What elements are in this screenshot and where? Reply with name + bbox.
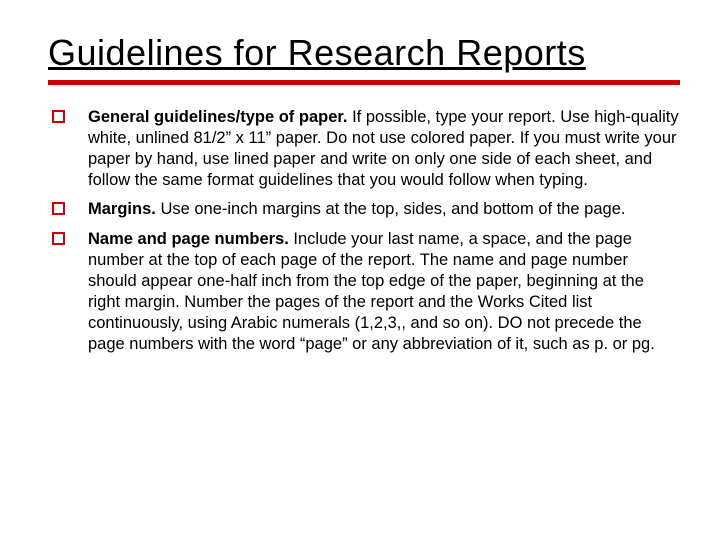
bullet-body: Include your last name, a space, and the… <box>88 230 655 354</box>
bullet-list: General guidelines/type of paper. If pos… <box>48 107 680 355</box>
list-item: Margins. Use one-inch margins at the top… <box>48 199 680 220</box>
square-bullet-icon <box>52 110 65 123</box>
bullet-heading: Margins. <box>88 200 156 218</box>
bullet-heading: General guidelines/type of paper. <box>88 108 348 126</box>
page-title: Guidelines for Research Reports <box>48 32 680 74</box>
square-bullet-icon <box>52 202 65 215</box>
list-item: Name and page numbers. Include your last… <box>48 229 680 356</box>
bullet-heading: Name and page numbers. <box>88 230 289 248</box>
title-underline-rule <box>48 80 680 85</box>
bullet-body: Use one-inch margins at the top, sides, … <box>156 200 626 218</box>
list-item: General guidelines/type of paper. If pos… <box>48 107 680 191</box>
square-bullet-icon <box>52 232 65 245</box>
